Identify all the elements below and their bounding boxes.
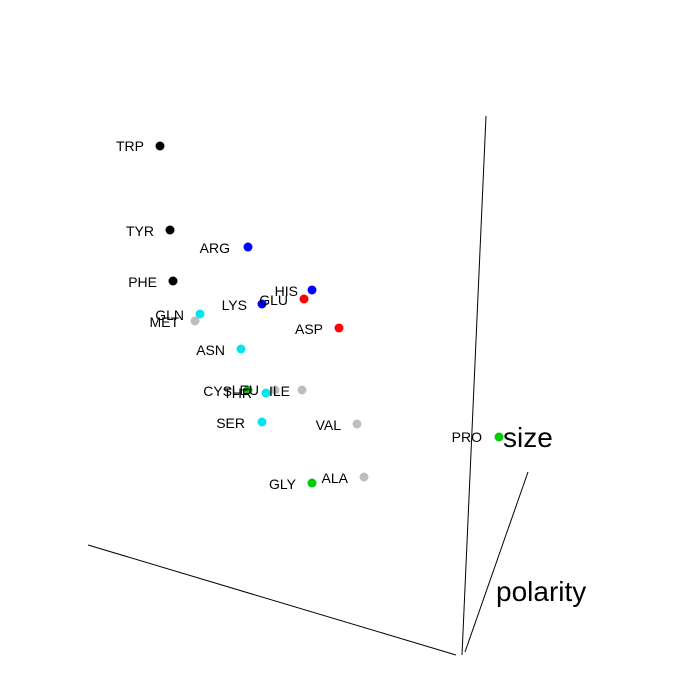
point-gln	[195, 309, 205, 319]
point-label-pro: PRO	[452, 429, 482, 445]
point-label-tyr: TYR	[126, 223, 154, 239]
axis-label-polarity: polarity	[496, 576, 586, 607]
point-label-ala: ALA	[322, 470, 349, 486]
point-met	[190, 316, 200, 326]
point-gly	[307, 478, 317, 488]
point-thr	[261, 388, 271, 398]
point-label-lys: LYS	[222, 297, 247, 313]
point-tyr	[165, 225, 175, 235]
point-label-his: HIS	[275, 283, 298, 299]
point-lys	[257, 299, 267, 309]
point-phe	[168, 276, 178, 286]
axis-line-left	[87, 544, 457, 656]
point-label-gly: GLY	[269, 476, 297, 492]
point-label-glu: GLU	[259, 292, 288, 308]
point-label-leu: LEU	[232, 382, 259, 398]
point-label-asp: ASP	[295, 321, 323, 337]
point-glu	[299, 294, 309, 304]
point-label-cys: CYS	[203, 383, 232, 399]
point-ile	[297, 385, 307, 395]
axis-line-vertical	[461, 115, 487, 656]
point-label-thr: THR	[223, 385, 252, 401]
point-label-trp: TRP	[116, 138, 144, 154]
point-pro	[494, 432, 504, 442]
point-ser	[257, 417, 267, 427]
point-val	[352, 419, 362, 429]
point-cys	[243, 385, 253, 395]
point-label-ile: ILE	[269, 383, 290, 399]
point-label-val: VAL	[316, 417, 342, 433]
point-his	[307, 285, 317, 295]
point-asn	[236, 344, 246, 354]
point-asp	[334, 323, 344, 333]
point-label-arg: ARG	[200, 240, 230, 256]
point-trp	[155, 141, 165, 151]
point-leu	[270, 385, 280, 395]
point-arg	[243, 242, 253, 252]
axis-line-right	[464, 471, 529, 653]
point-ala	[359, 472, 369, 482]
point-label-met: MET	[149, 314, 179, 330]
point-label-asn: ASN	[196, 342, 225, 358]
point-label-gln: GLN	[155, 307, 184, 323]
point-label-phe: PHE	[128, 274, 157, 290]
point-label-ser: SER	[216, 415, 245, 431]
axis-label-size: size	[503, 422, 553, 453]
